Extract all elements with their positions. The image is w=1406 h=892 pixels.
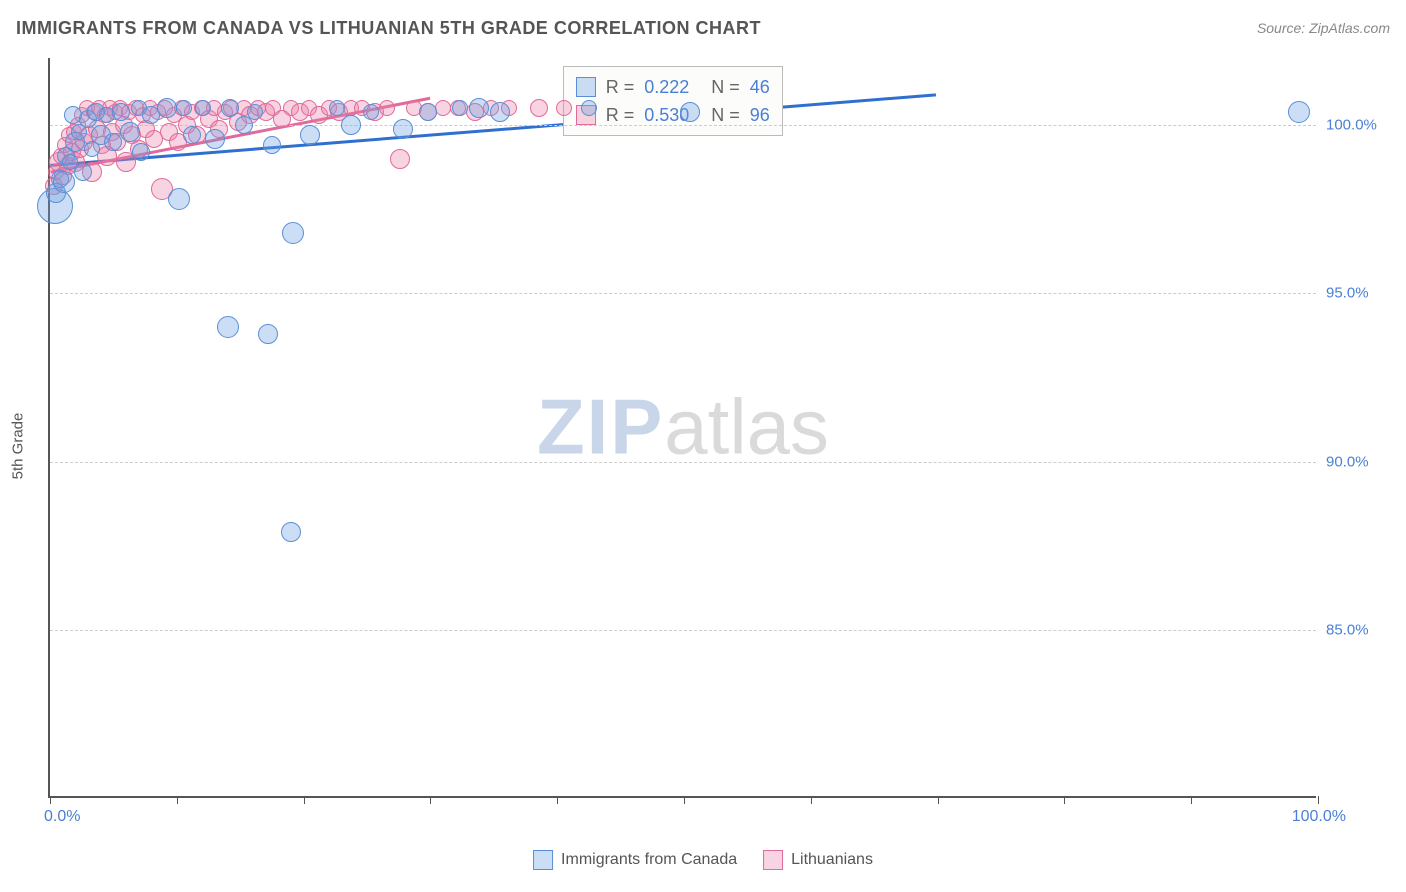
chart-source: Source: ZipAtlas.com [1257,20,1390,36]
lithuanians-point [530,99,548,117]
legend-swatch [576,77,596,97]
canada-point [217,316,239,338]
trend-lines-svg [50,58,1316,796]
watermark-atlas: atlas [664,383,829,471]
x-max-label: 100.0% [1292,808,1346,826]
x-tick [938,796,939,804]
legend-label: Immigrants from Canada [561,851,737,869]
x-tick [430,796,431,804]
canada-point [281,522,301,542]
canada-point [176,100,192,116]
canada-point [120,122,140,142]
legend: Immigrants from Canada Lithuanians [533,850,873,870]
canada-point [282,222,304,244]
legend-swatch [763,850,783,870]
canada-point [183,126,201,144]
canada-point [1288,101,1310,123]
y-tick-label: 95.0% [1326,285,1394,302]
legend-label: Lithuanians [791,851,873,869]
y-tick-label: 85.0% [1326,621,1394,638]
r-label: R = [606,73,635,101]
canada-point [132,143,150,161]
legend-swatch [533,850,553,870]
legend-item: Immigrants from Canada [533,850,737,870]
grid-line [50,630,1316,631]
r-value: 0.222 [644,73,689,101]
canada-point [205,129,225,149]
source-name: ZipAtlas.com [1309,20,1390,36]
y-tick-label: 90.0% [1326,453,1394,470]
n-label: N = [711,73,740,101]
canada-point [363,104,379,120]
x-tick [177,796,178,804]
canada-point [195,100,211,116]
canada-point [74,163,92,181]
x-tick [1191,796,1192,804]
canada-point [393,119,413,139]
chart-header: IMMIGRANTS FROM CANADA VS LITHUANIAN 5TH… [16,18,1390,46]
canada-point [490,102,510,122]
x-tick [304,796,305,804]
stats-row: R = 0.222 N = 46 [576,73,770,101]
canada-point [112,103,130,121]
canada-point [258,324,278,344]
x-tick [1064,796,1065,804]
canada-point [680,102,700,122]
x-tick [811,796,812,804]
canada-point [300,125,320,145]
canada-point [247,104,263,120]
lithuanians-point [390,149,410,169]
x-tick [557,796,558,804]
canada-point [157,98,177,118]
grid-line [50,293,1316,294]
n-value: 46 [750,73,770,101]
canada-point [53,171,75,193]
lithuanians-point [435,100,451,116]
canada-point [341,115,361,135]
grid-line [50,462,1316,463]
x-tick [50,796,51,804]
canada-point [221,99,239,117]
canada-point [329,100,345,116]
canada-point [263,136,281,154]
legend-item: Lithuanians [763,850,873,870]
canada-point [452,100,468,116]
canada-point [168,188,190,210]
source-prefix: Source: [1257,20,1309,36]
scatter-plot-area: ZIPatlas R =0.222N =46R =0.530N =96 85.0… [48,58,1316,798]
chart-title: IMMIGRANTS FROM CANADA VS LITHUANIAN 5TH… [16,18,761,38]
watermark-zip: ZIP [537,383,664,471]
canada-point [581,100,597,116]
canada-point [235,116,253,134]
canada-point [469,98,489,118]
lithuanians-point [556,100,572,116]
y-tick-label: 100.0% [1326,117,1394,134]
x-min-label: 0.0% [44,808,80,826]
canada-point [419,103,437,121]
lithuanians-point [379,100,395,116]
x-tick [684,796,685,804]
x-tick [1318,796,1319,804]
watermark: ZIPatlas [537,382,829,473]
y-axis-label: 5th Grade [10,413,27,480]
